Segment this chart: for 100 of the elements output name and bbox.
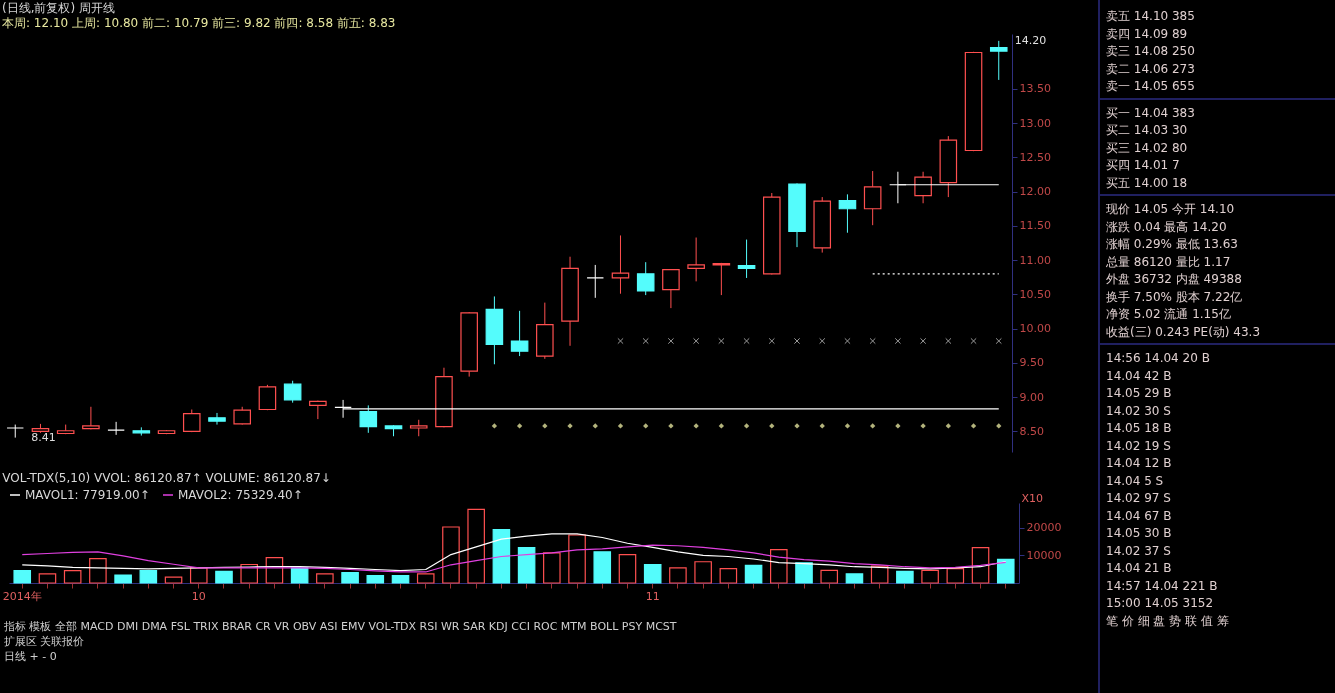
text: 卖三 14.08 250 <box>1105 43 1196 60</box>
bar <box>189 567 208 584</box>
y-tick-label: 11.50 <box>1019 219 1051 233</box>
candlestick <box>989 40 1008 81</box>
candlestick <box>712 262 731 296</box>
text: 买三 14.02 80 <box>1105 139 1189 157</box>
candlestick <box>283 380 302 404</box>
text: 14.02 97 S <box>1105 490 1172 507</box>
x-tick-label: 11 <box>645 589 660 603</box>
y-tick-label: 10.50 <box>1019 287 1051 301</box>
text: 净资 5.02 流通 1.15亿 <box>1105 306 1232 323</box>
bar <box>38 573 57 584</box>
bar <box>442 526 460 584</box>
bar <box>820 569 839 584</box>
text: 卖二 14.06 273 <box>1105 60 1196 78</box>
text: 15:00 14.05 3152 <box>1105 595 1215 612</box>
bar <box>744 564 763 584</box>
bar <box>845 573 864 584</box>
candlestick <box>914 171 932 204</box>
text: 14.05 30 B <box>1105 525 1173 542</box>
bar <box>946 568 965 584</box>
chart-title: (日线,前复权) 周开线 <box>2 1 115 15</box>
text: 笔 价 细 盘 势 联 值 筹 <box>1105 612 1230 630</box>
bar <box>896 570 914 584</box>
bar <box>543 552 561 584</box>
candlestick <box>586 264 605 299</box>
bar <box>669 567 687 584</box>
candlestick <box>107 421 125 436</box>
bar <box>492 528 511 584</box>
text: 14.02 30 S <box>1105 402 1172 420</box>
y-tick-label: 11.00 <box>1019 253 1051 267</box>
candlestick <box>838 193 857 234</box>
line-series <box>21 533 1007 572</box>
bar <box>391 574 410 584</box>
legend-label: MAVOL2: 75329.40↑ <box>178 488 303 502</box>
candlestick <box>359 404 378 434</box>
text: 卖五 14.10 385 <box>1105 8 1196 25</box>
bar <box>795 562 813 584</box>
bar <box>643 563 662 584</box>
candlestick <box>258 384 277 411</box>
bar <box>593 551 612 584</box>
bar <box>694 561 712 584</box>
text: 14.05 18 B <box>1105 420 1173 437</box>
y-tick-label: 9.50 <box>1019 356 1044 370</box>
bar <box>870 565 889 584</box>
text: 买二 14.03 30 <box>1105 122 1189 139</box>
y-tick-label: 12.50 <box>1019 150 1051 164</box>
line-series <box>21 544 1007 573</box>
y-tick-label: 20000 <box>1026 521 1062 535</box>
text: 现价 14.05 今开 14.10 <box>1105 201 1236 218</box>
bar <box>568 534 586 584</box>
y-tick-label: 10.00 <box>1019 322 1051 336</box>
bar <box>341 571 359 584</box>
text: 总量 86120 量比 1.17 <box>1105 253 1232 271</box>
candlestick <box>611 234 630 295</box>
text: 卖一 14.05 655 <box>1100 78 1335 100</box>
text: 日线 + - 0 <box>3 649 58 664</box>
legend-label: MAVOL1: 77919.00↑ <box>25 488 150 502</box>
y-axis-title: X10 <box>1021 491 1044 505</box>
bar <box>921 569 939 584</box>
text: 指标 模板 全部 MACD DMI DMA FSL TRIX BRAR CR VR OBV ASI EMV VOL-TDX RSI WR SAR KDJ CCI ROC MTM BOLL PSY MCST <box>3 619 678 634</box>
bar <box>517 547 536 584</box>
text: 14.04 12 B <box>1105 455 1173 472</box>
y-tick-label: 8.50 <box>1019 424 1044 438</box>
candlestick <box>863 170 882 226</box>
x-tick-label: 10 <box>191 589 206 603</box>
bar <box>13 569 32 584</box>
chart-subtitle: 本周: 12.10 上周: 10.80 前二: 10.79 前三: 9.82 前四: 8.58 前五: 8.83 <box>2 16 396 30</box>
bar <box>971 547 990 584</box>
text: 14.04 42 B <box>1105 367 1173 385</box>
text: 14.02 37 S <box>1105 542 1172 560</box>
bar <box>770 549 788 584</box>
y-tick-label: 13.50 <box>1019 82 1051 96</box>
bar <box>89 558 107 584</box>
candlestick <box>636 261 655 296</box>
y-tick-label: 9.00 <box>1019 390 1044 404</box>
bar <box>316 573 334 584</box>
bar <box>366 574 385 584</box>
y-tick-label: 13.00 <box>1019 116 1051 130</box>
candlestick <box>737 239 756 279</box>
bar <box>290 567 309 584</box>
text: 买五 14.00 18 <box>1100 174 1335 196</box>
candlestick <box>208 412 226 426</box>
text: 14.05 29 B <box>1105 385 1173 402</box>
text: 扩展区 关联报价 <box>3 634 86 649</box>
text: 换手 7.50% 股本 7.22亿 <box>1105 288 1244 306</box>
text: 收益(三) 0.243 PE(动) 43.3 <box>1100 323 1335 345</box>
chart-title: VOL-TDX(5,10) VVOL: 86120.87↑ VOLUME: 86120.87↓ <box>2 471 331 485</box>
y-tick-label: 10000 <box>1026 548 1062 562</box>
text: 14.20 <box>1014 33 1047 47</box>
text: 买四 14.01 7 <box>1105 157 1181 174</box>
text: 14.04 67 B <box>1105 507 1173 525</box>
bar <box>114 574 132 584</box>
text: 14.04 5 S <box>1105 472 1165 490</box>
text: 14:57 14.04 221 B <box>1105 577 1219 595</box>
candlestick <box>662 268 680 309</box>
candlestick <box>687 237 705 282</box>
bar <box>265 557 284 584</box>
bar <box>63 569 82 584</box>
annotation: 8.41 <box>31 430 56 444</box>
